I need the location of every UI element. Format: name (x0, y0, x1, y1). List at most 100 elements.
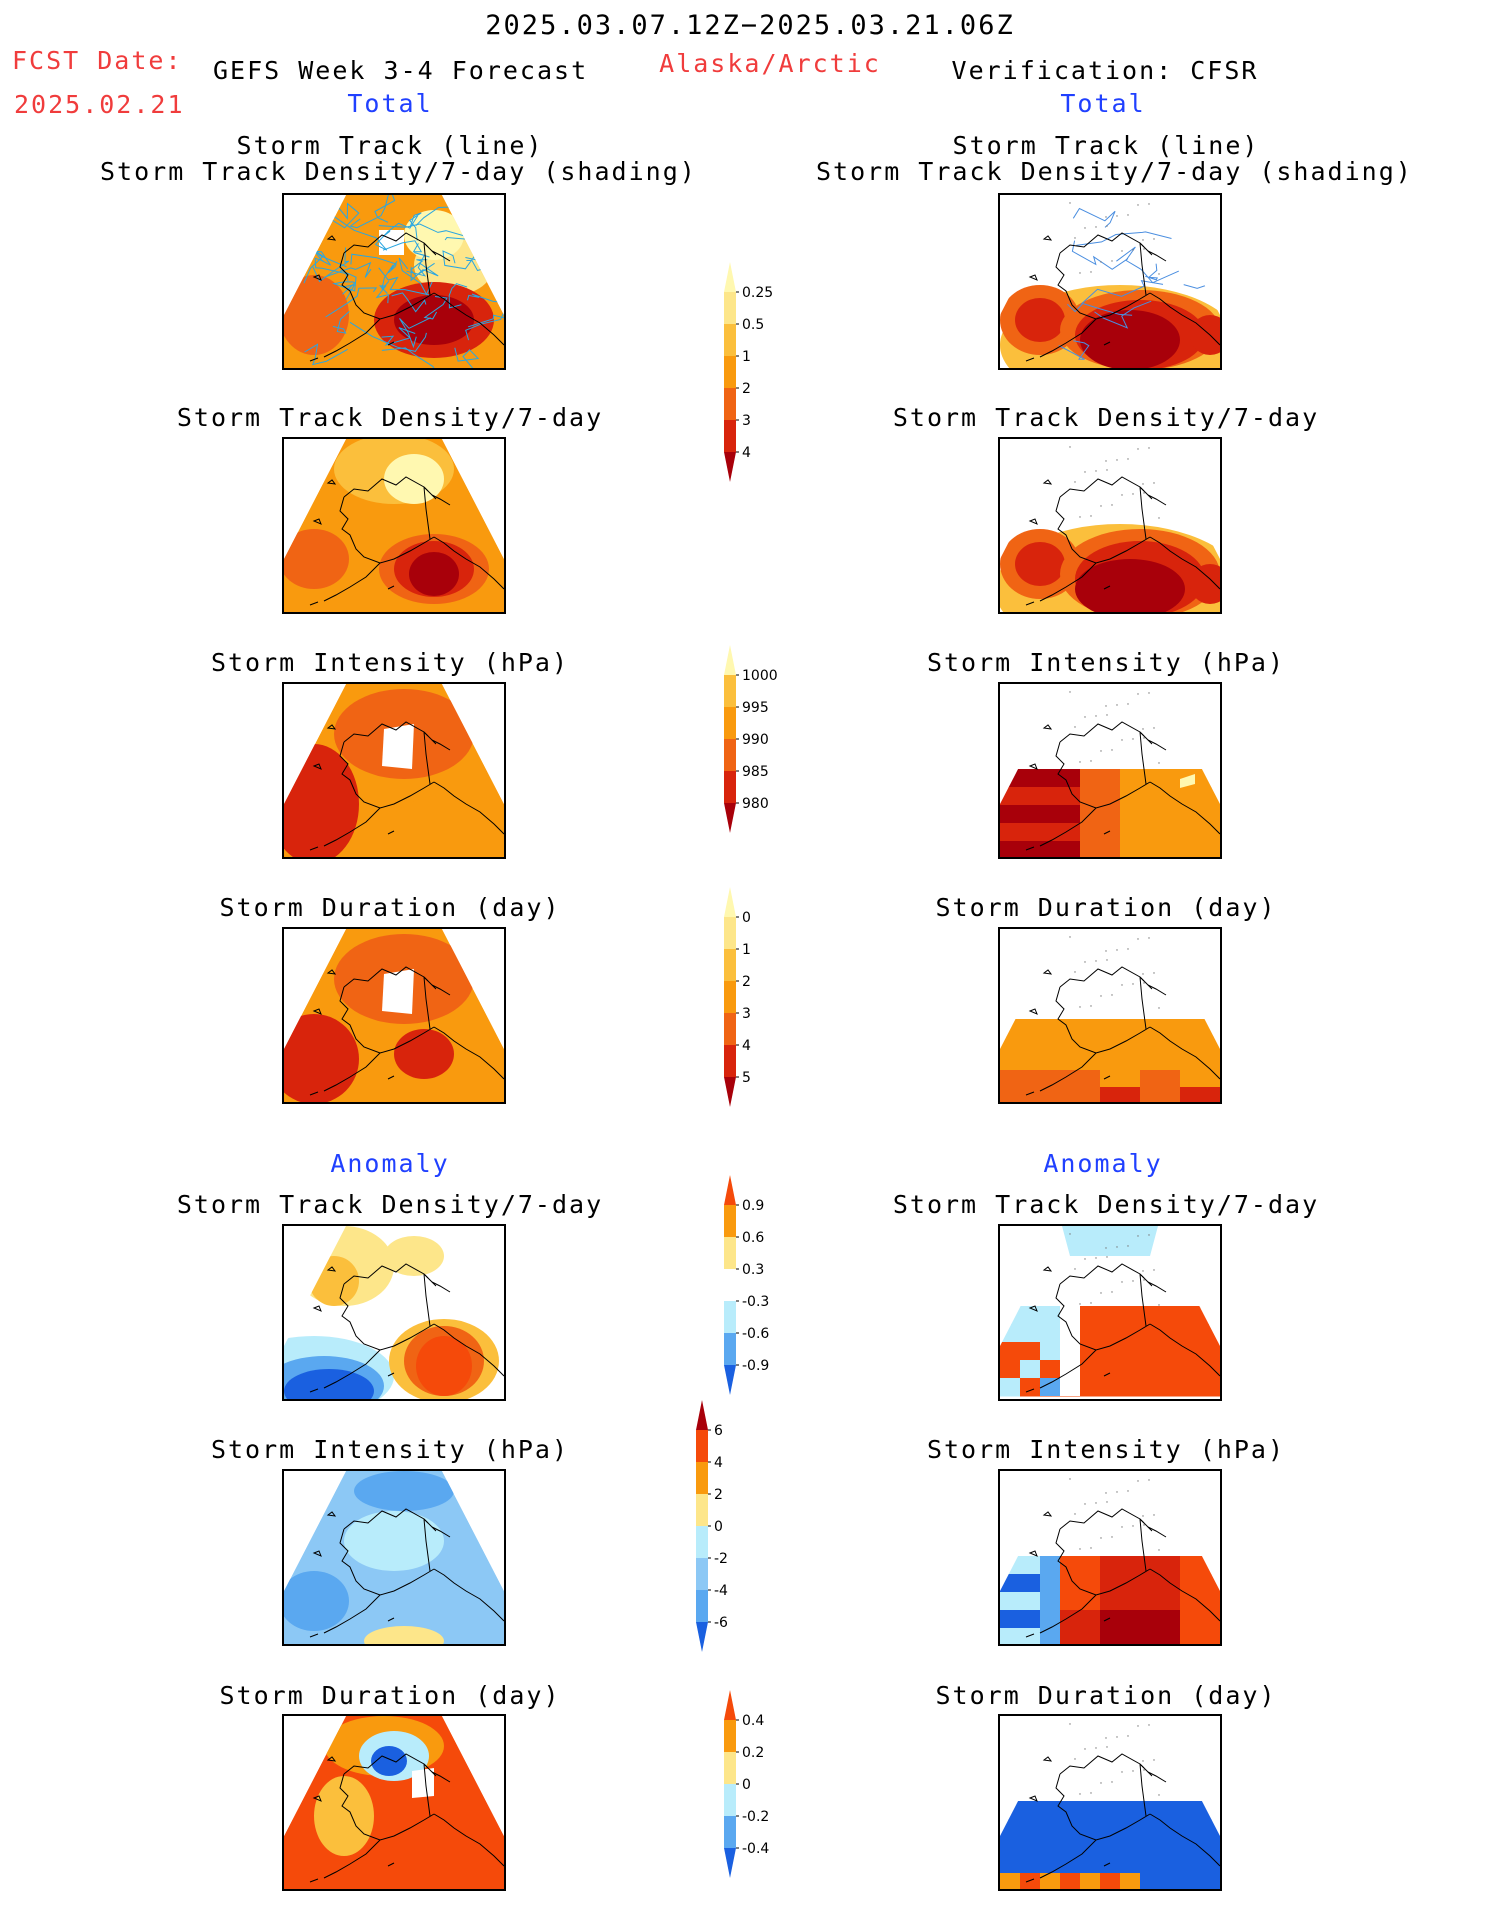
map-intensity-anomaly-verification (998, 1469, 1222, 1646)
colorbar-tick-label: 4 (714, 1455, 723, 1471)
grid-cell (1080, 1610, 1101, 1629)
grid-cell (1020, 769, 1041, 788)
storm-tracks (1058, 207, 1220, 360)
grid-cell (1020, 1855, 1041, 1874)
grid-cell (1140, 841, 1161, 857)
colorbar-tick-label: 0 (742, 910, 751, 926)
grid-cell (1060, 1574, 1081, 1593)
grid-cell (1140, 1019, 1161, 1037)
grid-cell (1160, 1610, 1181, 1629)
grid-cell (1140, 1324, 1161, 1343)
shaded-region (344, 1511, 444, 1571)
coastline (309, 721, 504, 851)
grid-cell (1180, 1574, 1201, 1593)
grid-cell (1040, 1592, 1061, 1611)
grid-cell (1200, 1019, 1220, 1037)
grid-cell (1000, 1324, 1021, 1343)
colorbar-bin (724, 388, 736, 420)
grid-cell (1120, 1819, 1141, 1838)
grid-cell (1200, 841, 1220, 857)
shaded-region (284, 1369, 374, 1399)
grid-cell (1160, 1855, 1181, 1874)
colorbar-bin (696, 1462, 708, 1494)
shaded-region (284, 529, 349, 589)
grid-cell (1020, 1053, 1041, 1071)
grid-cell (1160, 1342, 1181, 1361)
grid-cell (1200, 823, 1220, 842)
grid-cell (1120, 841, 1141, 857)
colorbar-tick-label: 2 (742, 381, 751, 397)
grid-cell (1000, 1378, 1021, 1397)
shaded-region (1190, 564, 1220, 604)
grid-cell (1160, 769, 1181, 788)
grid-cell (1160, 823, 1181, 842)
grid-cell (1020, 1036, 1041, 1054)
region-title: Alaska/Arctic (659, 49, 881, 78)
colorbar-duration-total: 0 1 2 3 4 5 (724, 887, 751, 1107)
grid-cell (1160, 1873, 1181, 1889)
grid-cell (1200, 1592, 1220, 1611)
grid-cell (1140, 1036, 1161, 1054)
grid-cell (1180, 1378, 1201, 1397)
grid-cell (1140, 1087, 1161, 1102)
grid-cell (1120, 1592, 1141, 1611)
map-density-verification (998, 437, 1222, 614)
grid-cell (1000, 1070, 1021, 1088)
grid-cell (1200, 1070, 1220, 1088)
grid-cell (1200, 1342, 1220, 1361)
coastline (309, 1263, 504, 1393)
grid-cell (1100, 1070, 1121, 1088)
grid-cell (1080, 1019, 1101, 1037)
colorbar-tick-label: 985 (742, 764, 769, 780)
grid-cell (1140, 1610, 1161, 1629)
grid-cell (1100, 1610, 1121, 1629)
grid-cell (1040, 1574, 1061, 1593)
gridline-dots (1069, 936, 1160, 1009)
colorbar-tick-label: 1 (742, 349, 751, 365)
grid-cell (1040, 1819, 1061, 1838)
grid-cell (1080, 841, 1101, 857)
grid-cell (1020, 1019, 1041, 1037)
title-intensity-left: Storm Intensity (hPa) (210, 648, 570, 677)
grid-cell (1140, 1592, 1161, 1611)
grid-cell (1100, 787, 1121, 806)
grid-cell (1180, 1873, 1201, 1889)
shaded-region (284, 1014, 359, 1102)
verification-title: Verification: CFSR (951, 56, 1259, 85)
grid-cell (1100, 1837, 1121, 1856)
colorbar-bottom-triangle (724, 1365, 736, 1395)
map-intensity-forecast (282, 682, 506, 859)
colorbar-bottom-triangle (724, 452, 736, 482)
grid-cell (1140, 787, 1161, 806)
grid-cell (1180, 1324, 1201, 1343)
grid-cell (1080, 1342, 1101, 1361)
grid-cell (1020, 1592, 1041, 1611)
grid-cell (1060, 841, 1081, 857)
shaded-region (384, 794, 504, 857)
grid-cell (1040, 1855, 1061, 1874)
shaded-region (354, 1471, 454, 1511)
grid-cell (1040, 1556, 1061, 1575)
shaded-region (416, 1336, 472, 1396)
colorbar-bin (724, 356, 736, 388)
grid-cell (1020, 1087, 1041, 1102)
shaded-region (284, 275, 349, 355)
grid-cell (1180, 1610, 1201, 1629)
gridline-dots (1069, 1233, 1160, 1306)
colorbar-tick-label: 0.5 (742, 317, 764, 333)
grid-cell (1080, 1855, 1101, 1874)
grid-cell (1200, 1087, 1220, 1102)
grid-cell (1040, 769, 1061, 788)
colorbar-top-triangle (724, 887, 736, 917)
colorbar-bottom-triangle (696, 1622, 708, 1652)
colorbar-bin (724, 292, 736, 324)
coastline (1025, 721, 1220, 851)
shaded-region (394, 295, 474, 345)
title-density-left: Storm Track Density/7-day (176, 403, 604, 432)
colorbar-top-triangle (724, 262, 736, 292)
shaded-region (409, 552, 459, 596)
grid-cell (1120, 1628, 1141, 1644)
grid-cell (1200, 1801, 1220, 1820)
grid-cell (1160, 1053, 1181, 1071)
grid-cell (1040, 1070, 1061, 1088)
